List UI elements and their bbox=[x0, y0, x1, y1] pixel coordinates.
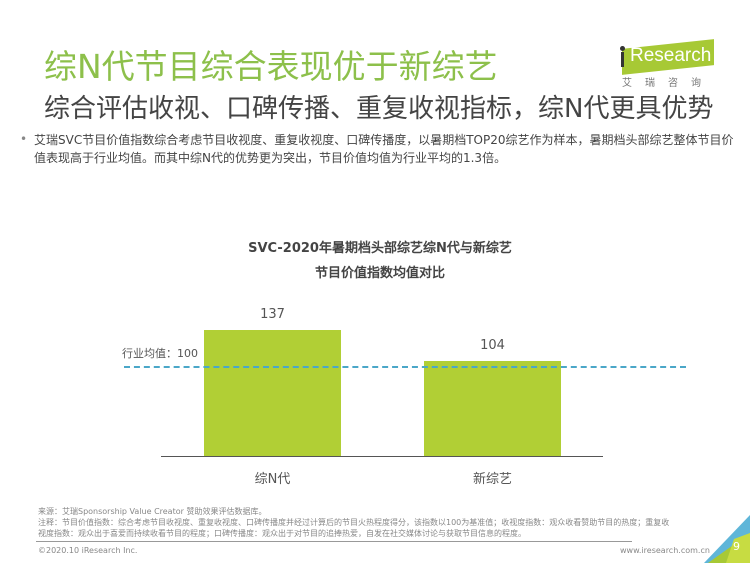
footnote-line1: 注释：节目价值指数：综合考虑节目收视度、重复收视度、口碑传播度并经过计算后的节目… bbox=[38, 518, 670, 527]
iresearch-logo: Research 艾瑞咨询 bbox=[616, 39, 716, 92]
page-number: 9 bbox=[733, 540, 740, 553]
logo-brand-text: Research bbox=[630, 45, 712, 66]
bar-value-label: 137 bbox=[260, 307, 285, 322]
reference-line-dashed bbox=[124, 366, 686, 368]
x-tick-label: 综N代 bbox=[254, 472, 291, 487]
page-title: 综N代节目综合表现优于新综艺 bbox=[44, 47, 498, 86]
chart-title-line1: SVC-2020年暑期档头部综艺综N代与新综艺 bbox=[248, 241, 512, 256]
logo-i-dot-icon bbox=[620, 46, 625, 51]
chart-title: SVC-2020年暑期档头部综艺综N代与新综艺 节目价值指数均值对比 bbox=[180, 236, 580, 286]
x-tick-label: 新综艺 bbox=[472, 472, 512, 487]
x-axis bbox=[161, 456, 603, 457]
website-link: www.iresearch.com.cn bbox=[620, 546, 710, 555]
corner-decoration-icon bbox=[704, 515, 750, 563]
source-note: 来源：艾瑞Sponsorship Value Creator 赞助效果评估数据库… bbox=[38, 507, 267, 516]
bullet-icon: • bbox=[20, 132, 28, 146]
footer-divider bbox=[36, 541, 632, 542]
bar-xin-zongyi bbox=[424, 361, 561, 456]
chart-title-line2: 节目价值指数均值对比 bbox=[314, 266, 445, 281]
bar-value-label: 104 bbox=[480, 338, 505, 353]
reference-line-label: 行业均值：100 bbox=[122, 347, 198, 360]
summary-text: 艾瑞SVC节目价值指数综合考虑节目收视度、重复收视度、口碑传播度，以暑期档TOP… bbox=[34, 133, 734, 165]
footnote-line2: 视度指数：观众出于喜爱而持续收看节目的程度；口碑传播度：观众出于对节目的追捧热爱… bbox=[38, 529, 526, 538]
copyright: ©2020.10 iResearch Inc. bbox=[38, 546, 138, 555]
logo-chinese-text: 艾瑞咨询 bbox=[622, 78, 714, 89]
page-subtitle: 综合评估收视、口碑传播、重复收视指标，综N代更具优势 bbox=[44, 94, 714, 124]
bar-zong-n-dai bbox=[204, 330, 341, 456]
logo-i-stem-icon bbox=[621, 52, 624, 67]
